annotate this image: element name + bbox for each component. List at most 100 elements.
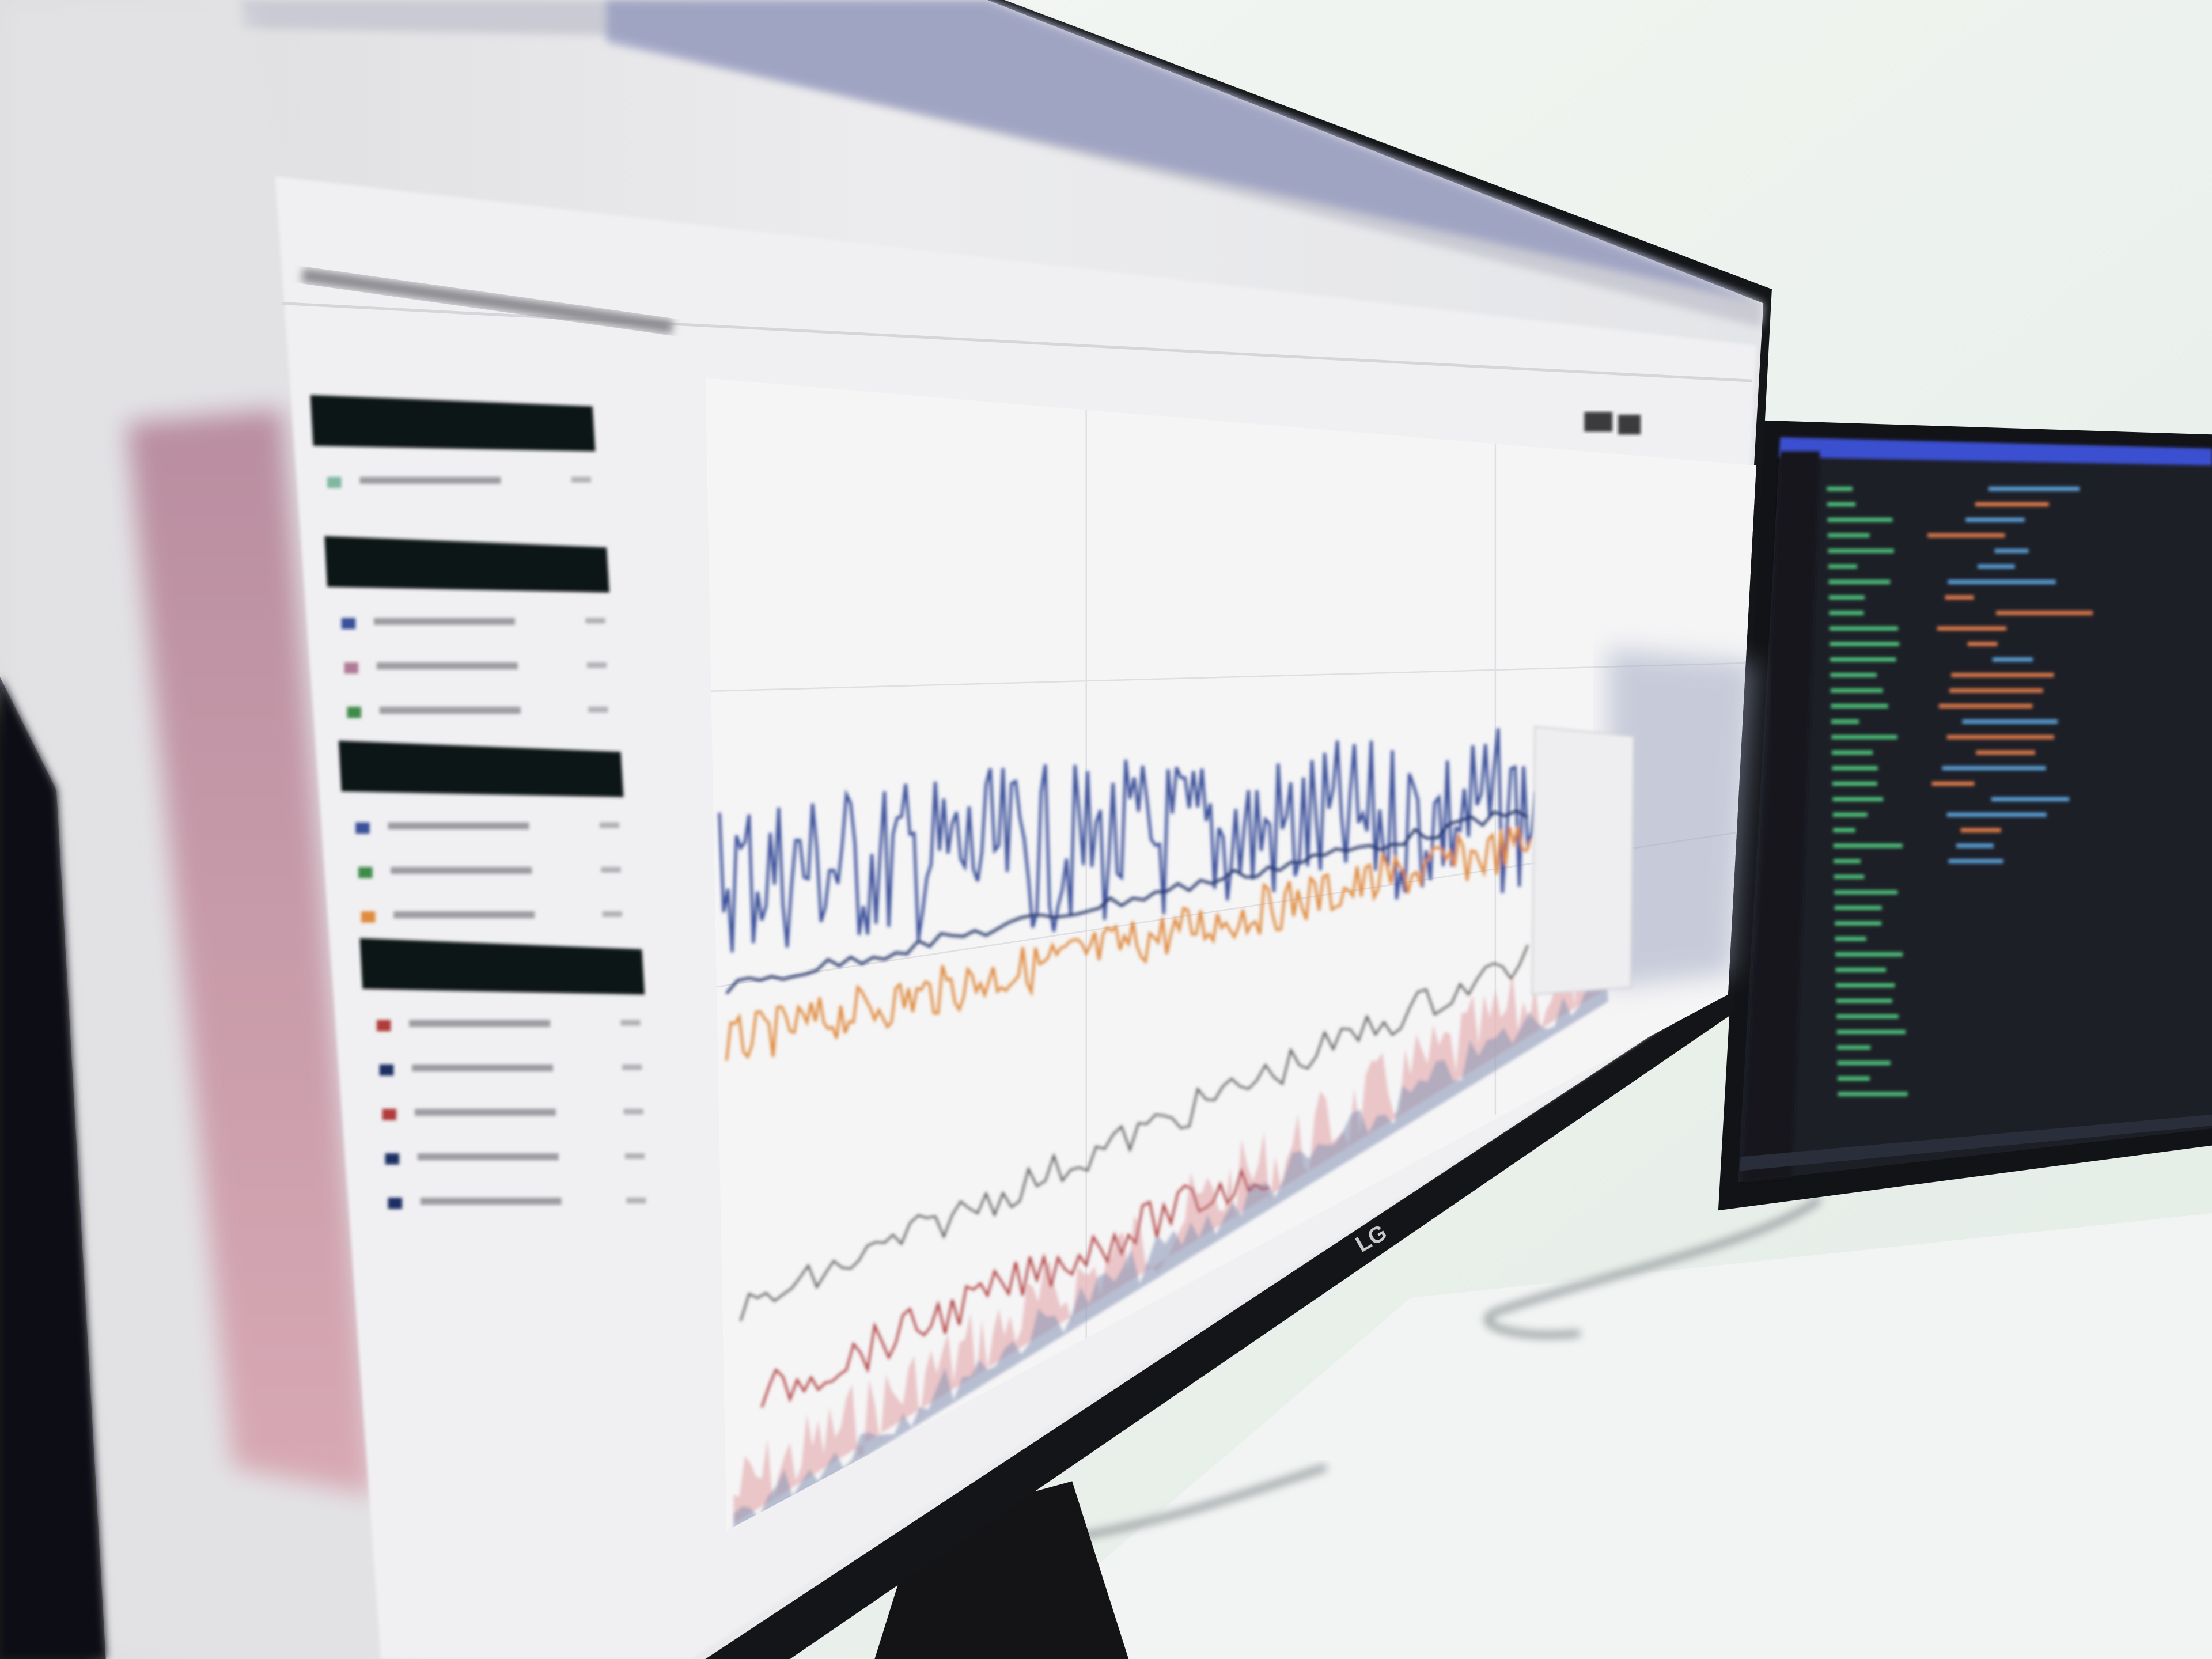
code-line bbox=[1988, 486, 2080, 491]
plot-background bbox=[705, 378, 1756, 1531]
legend-swatch bbox=[385, 1153, 400, 1165]
code-line bbox=[1978, 564, 2015, 569]
legend-swatch bbox=[341, 618, 356, 630]
chart-toolbar-button[interactable] bbox=[1584, 412, 1613, 432]
code-line bbox=[1830, 657, 1896, 662]
cable bbox=[1484, 1196, 1822, 1339]
code-line bbox=[1831, 750, 1873, 755]
line-series bbox=[740, 945, 1529, 1321]
code-line bbox=[1832, 812, 1868, 817]
secondary-monitor bbox=[1718, 420, 2212, 1211]
code-line bbox=[1830, 673, 1877, 677]
code-line bbox=[1832, 766, 1878, 771]
code-line bbox=[1938, 704, 2033, 709]
legend-item-value bbox=[571, 476, 592, 483]
code-line bbox=[1828, 548, 1894, 553]
code-line bbox=[1975, 502, 2049, 507]
code-line bbox=[1965, 517, 2025, 522]
code-line bbox=[1828, 564, 1857, 569]
code-line bbox=[1976, 750, 2036, 755]
legend-group-header bbox=[359, 938, 645, 995]
code-line bbox=[1828, 595, 1865, 600]
code-line bbox=[1833, 843, 1903, 848]
legend-item-label bbox=[409, 1020, 551, 1027]
legend-group-header bbox=[310, 395, 596, 452]
legend-item-label bbox=[412, 1064, 553, 1071]
code-line bbox=[1948, 859, 2003, 863]
editor-title-bar bbox=[1779, 437, 2212, 466]
code-line bbox=[1834, 874, 1865, 879]
code-line bbox=[1951, 673, 2054, 677]
main-monitor: LG bbox=[0, 0, 1772, 1659]
code-line bbox=[1827, 486, 1853, 491]
code-line bbox=[1830, 688, 1883, 693]
line-series bbox=[725, 809, 1529, 995]
code-line bbox=[1827, 533, 1870, 538]
background-image-card bbox=[127, 409, 374, 1495]
legend-item-value bbox=[623, 1108, 643, 1115]
legend-item-label bbox=[379, 706, 521, 714]
legend-swatch bbox=[361, 911, 376, 923]
legend-item-value bbox=[602, 911, 622, 917]
legend-swatch bbox=[355, 822, 370, 834]
editor-activity-bar bbox=[1742, 451, 1820, 1183]
legend-swatch bbox=[376, 1020, 391, 1032]
code-line bbox=[1942, 766, 2046, 771]
area-series bbox=[733, 963, 1608, 1531]
code-editor-screen bbox=[1738, 437, 2212, 1183]
legend-item-label bbox=[359, 476, 501, 484]
code-line bbox=[1832, 797, 1883, 802]
code-line bbox=[1992, 657, 2033, 662]
desk bbox=[987, 1213, 2212, 1659]
line-series bbox=[760, 1167, 1270, 1408]
legend-swatch bbox=[344, 662, 359, 674]
cable bbox=[1071, 1464, 1327, 1541]
code-line bbox=[1946, 734, 2054, 740]
dialog-title-text bbox=[301, 268, 674, 334]
code-line bbox=[1836, 1029, 1906, 1035]
legend-item-value bbox=[622, 1064, 642, 1070]
code-line bbox=[1931, 781, 1975, 786]
area-series bbox=[733, 916, 1608, 1524]
code-line bbox=[1836, 983, 1895, 988]
legend-swatch bbox=[388, 1198, 402, 1209]
legend-item-label bbox=[420, 1198, 562, 1205]
code-line bbox=[1829, 611, 1864, 615]
line-series bbox=[718, 728, 1538, 953]
code-line bbox=[1834, 906, 1882, 910]
plot-right-blur-region bbox=[1608, 649, 1756, 988]
legend-item-value bbox=[626, 1198, 646, 1203]
legend-sidebar bbox=[310, 395, 646, 1209]
code-line bbox=[1831, 719, 1859, 724]
code-line bbox=[1835, 937, 1866, 941]
gridline bbox=[705, 662, 1749, 692]
code-line bbox=[1962, 719, 2058, 724]
code-line bbox=[1831, 734, 1897, 740]
legend-swatch bbox=[358, 866, 373, 878]
code-line bbox=[1927, 533, 2005, 538]
code-line bbox=[1836, 1014, 1899, 1019]
code-line bbox=[1996, 611, 2093, 615]
code-line bbox=[1956, 843, 1994, 848]
code-line bbox=[1832, 781, 1877, 786]
code-line bbox=[1948, 579, 2056, 584]
active-browser-tab bbox=[607, 0, 1764, 304]
line-series bbox=[725, 827, 1532, 1061]
code-line bbox=[1834, 890, 1898, 895]
legend-item-value bbox=[620, 1020, 641, 1026]
code-line bbox=[1829, 626, 1899, 631]
legend-swatch bbox=[382, 1108, 397, 1120]
legend-item-value bbox=[585, 618, 605, 624]
legend-item-label bbox=[417, 1153, 559, 1161]
legend-swatch bbox=[327, 476, 342, 488]
legend-item-value bbox=[588, 706, 608, 713]
code-line bbox=[1838, 1092, 1908, 1096]
legend-item-value bbox=[599, 822, 620, 828]
chart-toolbar-button[interactable] bbox=[1618, 415, 1641, 435]
code-lines bbox=[1742, 451, 2093, 1183]
code-line bbox=[1838, 1076, 1870, 1081]
code-line bbox=[1831, 704, 1888, 709]
code-line bbox=[1830, 642, 1900, 646]
code-line bbox=[1835, 952, 1903, 957]
legend-item-label bbox=[373, 618, 515, 625]
